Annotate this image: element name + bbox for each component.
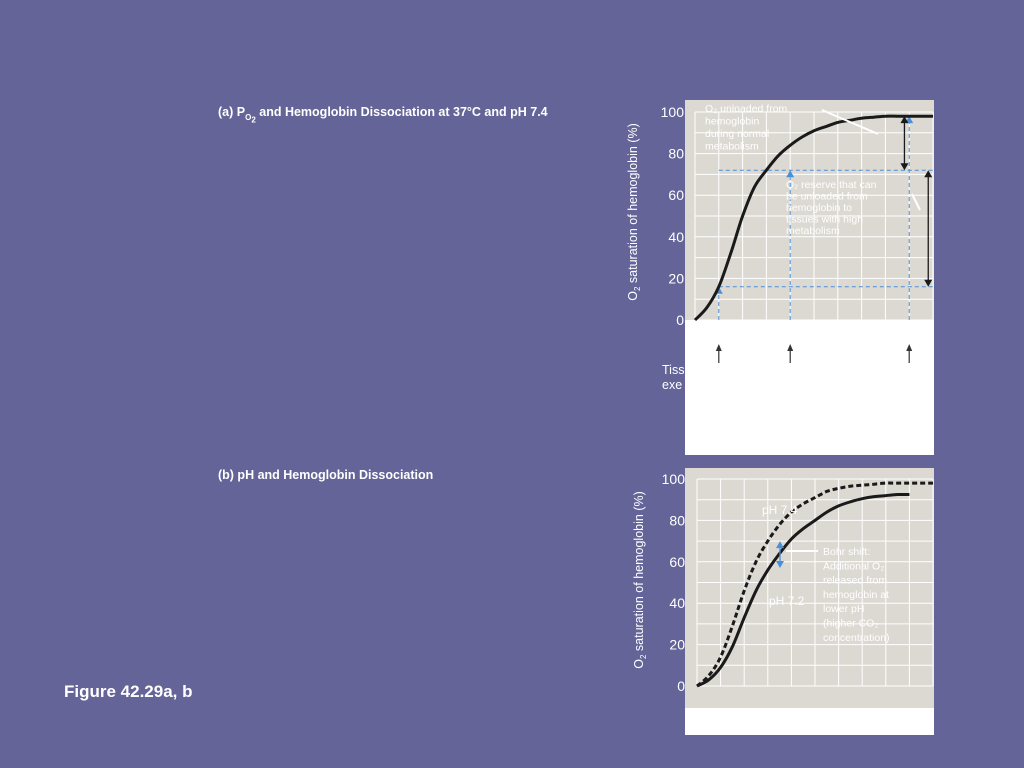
chart-a-y-axis-label: O2 saturation of hemoglobin (%) xyxy=(626,123,642,300)
chart-b-y-tick-label: 80 xyxy=(669,512,685,528)
bohr-annotation-line: concentration) xyxy=(823,632,890,644)
curve-74 xyxy=(696,481,933,688)
figure-label: Figure 42.29a, b xyxy=(64,682,193,701)
chart-b-y-tick-label: 0 xyxy=(677,678,685,694)
reserve-annotation-line: tissues with high xyxy=(786,214,863,226)
unloaded-range-arrow-bottom xyxy=(900,163,909,171)
reserve-range-arrow-bottom xyxy=(924,279,933,287)
unloaded-annotation-line: during normal xyxy=(705,128,769,140)
bohr-annotation-line: Bohr shift: xyxy=(823,546,870,558)
chart-a-y-tick-label: 20 xyxy=(668,270,684,286)
unloaded-annotation-line: metabolism xyxy=(705,141,759,153)
curve-72 xyxy=(696,492,910,688)
chart-b-y-tick-label: 60 xyxy=(669,554,685,570)
series-label-ph72: pH 7.2 xyxy=(769,594,805,608)
chart-a-curve-group xyxy=(693,114,933,322)
chart-a-x-arrows xyxy=(715,344,913,363)
series-label-ph74: pH 7.4 xyxy=(762,503,798,517)
reserve-leader-line xyxy=(911,193,921,211)
bohr-annotation-line: (higher CO₂ xyxy=(823,618,878,630)
chart-b-plot-bg xyxy=(685,468,934,708)
chart-b-xlabel-bg xyxy=(685,708,934,735)
tissue-label-line: Tiss xyxy=(662,363,684,377)
bohr-annotation-line: released from xyxy=(823,575,887,587)
chart-b-y-tick-label: 20 xyxy=(669,637,685,653)
chart-b-y-tick-label: 100 xyxy=(662,471,686,487)
chart-a-plot-bg xyxy=(685,100,934,320)
chart-b-curve-group: pH 7.4 pH 7.2 xyxy=(696,481,933,688)
chart-a-y-ticks: 0 20 40 60 80 100 xyxy=(661,104,685,328)
chart-a-title: (a) PO2 and Hemoglobin Dissociation at 3… xyxy=(218,105,548,125)
chart-a-guides xyxy=(714,116,933,320)
chart-b-y-axis-label: O2 saturation of hemoglobin (%) xyxy=(632,491,648,668)
chart-a-y-tick-label: 40 xyxy=(668,229,684,245)
reserve-annotation-line: metabolism xyxy=(786,225,840,237)
chart-a-y-tick-label: 100 xyxy=(661,104,685,120)
chart-b-y-tick-label: 40 xyxy=(669,595,685,611)
x-position-arrow-head xyxy=(715,344,722,351)
chart-b-y-ticks: 0 20 40 60 80 100 xyxy=(662,471,686,694)
chart-a-y-tick-label: 80 xyxy=(668,146,684,162)
unloaded-annotation-line: hemoglobin xyxy=(705,116,759,128)
chart-a-y-tick-label: 0 xyxy=(676,312,684,328)
bohr-annotation-line: hemoglobin at xyxy=(823,589,889,601)
chart-a-lower-panel xyxy=(685,320,934,455)
tissue-label-line: exe xyxy=(662,378,682,392)
x-position-arrow-head xyxy=(787,344,794,351)
chart-b-annotations: Bohr shift: Additional O₂ released from hem… xyxy=(776,541,890,644)
bohr-annotation-line: Additional O₂ xyxy=(823,560,884,572)
dissociation-curve xyxy=(693,114,933,322)
unloaded-leader-line xyxy=(821,109,879,135)
reserve-range-arrow-top xyxy=(924,170,933,178)
reserve-annotation-line: O₂ reserve that can xyxy=(786,179,877,191)
x-position-arrow-head xyxy=(906,344,913,351)
chart-b-x-axis-label: PO2 (mm Hg) xyxy=(771,710,839,728)
bohr-arrow-top xyxy=(776,541,784,549)
chart-b-title: (b) pH and Hemoglobin Dissociation xyxy=(218,468,434,482)
reserve-annotation-line: hemoglobin to xyxy=(786,202,852,214)
unloaded-annotation-line: O₂ unloaded from xyxy=(705,103,788,115)
guide-arrow xyxy=(786,170,795,178)
chart-a-y-tick-label: 60 xyxy=(668,187,684,203)
unloaded-range-arrow-top xyxy=(900,116,909,124)
bohr-arrow-bottom xyxy=(776,561,784,569)
bohr-annotation-line: lower pH xyxy=(823,603,864,615)
reserve-annotation-line: be unloaded from xyxy=(786,191,868,203)
chart-a-grid xyxy=(694,111,934,321)
